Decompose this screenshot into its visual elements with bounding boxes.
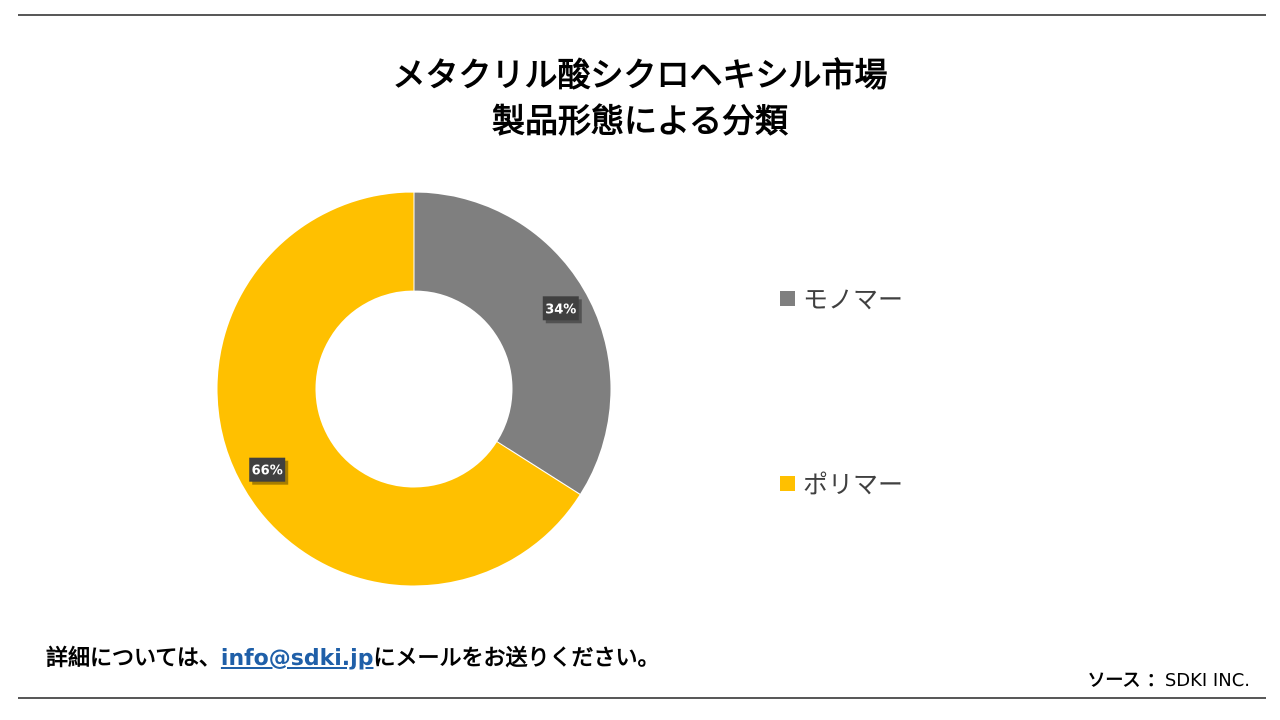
chart-title-line-1: メタクリル酸シクロヘキシル市場 [392, 55, 888, 94]
source-value: SDKI INC. [1164, 670, 1250, 691]
donut-slice-monomer [413, 191, 612, 496]
data-label-text-monomer: 34% [545, 302, 576, 317]
source-label: ソース ： [1087, 670, 1165, 691]
legend-item-polymer: ポリマー [780, 465, 903, 501]
donut-slice-polymer [216, 191, 582, 587]
data-label-polymer: 66% [249, 457, 289, 485]
data-label-text-polymer: 66% [252, 464, 283, 479]
chart-title: メタクリル酸シクロヘキシル市場 製品形態による分類 [0, 52, 1280, 144]
contact-suffix: にメールをお送りください。 [373, 646, 660, 671]
legend-label-monomer: モノマー [803, 285, 904, 314]
data-label-box-polymer [249, 457, 286, 482]
legend-swatch-polymer [780, 475, 795, 491]
contact-note: 詳細については、info@sdki.jpにメールをお送りください。 [46, 640, 659, 672]
chart-legend: モノマー ポリマー [780, 270, 1080, 510]
top-divider [18, 14, 1266, 16]
contact-prefix: 詳細については、 [46, 646, 221, 671]
legend-item-monomer: モノマー [780, 280, 903, 316]
bottom-divider [18, 697, 1266, 699]
legend-label-polymer: ポリマー [803, 470, 904, 499]
legend-swatch-monomer [780, 290, 795, 306]
contact-email-link[interactable]: info@sdki.jp [220, 646, 374, 671]
data-label-box-monomer [542, 296, 579, 321]
data-label-monomer: 34% [542, 296, 582, 324]
source-credit: ソース ：SDKI INC. [1087, 666, 1250, 692]
chart-title-line-2: 製品形態による分類 [491, 101, 788, 140]
